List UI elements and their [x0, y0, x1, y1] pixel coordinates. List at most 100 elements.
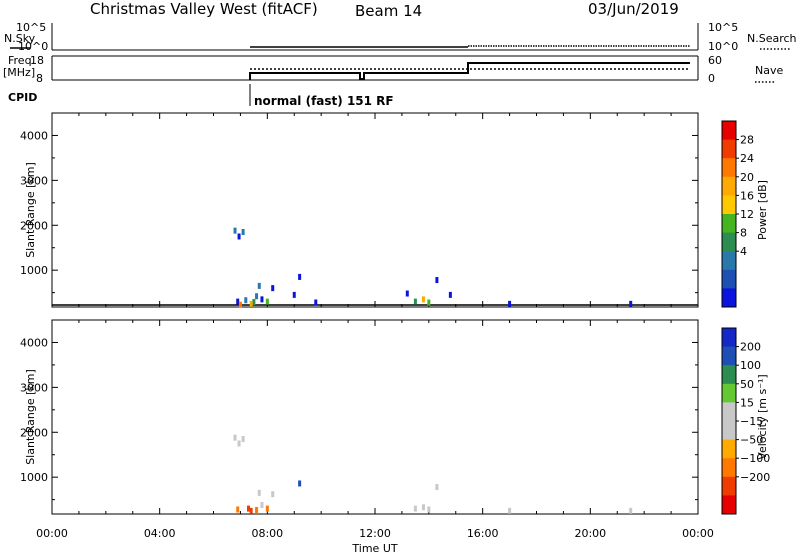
vel-colorbar-tick-label: 100: [740, 359, 761, 372]
velocity-ylabel: Slant Range [km]: [24, 369, 37, 465]
x-axis-labels: 00:00 04:00 08:00 12:00 16:00 20:00 00:00: [36, 527, 714, 540]
velocity-plot-frame: [51, 319, 699, 515]
power-data-point: [292, 291, 296, 298]
vel-data-point: [236, 506, 240, 513]
freq-trace: [249, 62, 690, 80]
nsearch-tick-top: 10^5: [708, 21, 738, 34]
vel-data-point: [241, 436, 245, 443]
power-ylabel: Slant Range [km]: [24, 162, 37, 258]
x-axis-title: Time UT: [351, 542, 397, 554]
vel-data-point: [233, 434, 237, 441]
nsky-tick-top: 10^5: [16, 21, 46, 34]
vel-data-point: [257, 489, 261, 496]
x-tick-label: 08:00: [251, 527, 283, 540]
vel-data-point: [249, 507, 253, 514]
power-colorbar-tick-label: 24: [740, 152, 754, 165]
x-tick-label: 16:00: [467, 527, 499, 540]
power-panel: 4000 3000 2000 1000 Slant Range [km] 28 24 20…: [20, 112, 769, 308]
nsky-label: N.Sky: [4, 32, 36, 45]
vel-colorbar-swatch: [722, 383, 736, 403]
power-data-point: [260, 296, 264, 303]
vel-ytick-label: 3000: [20, 381, 48, 394]
power-data-point: [236, 298, 240, 305]
vel-colorbar-swatch: [722, 476, 736, 496]
power-data-point: [252, 299, 256, 306]
vel-colorbar-tick-label: 50: [740, 378, 754, 391]
date-label: 03/Jun/2019: [588, 0, 679, 18]
vel-data-point: [265, 505, 269, 512]
power-ytick-label: 3000: [20, 174, 48, 187]
power-data-point: [421, 296, 425, 303]
power-colorbar-label: Power [dB]: [756, 180, 769, 240]
vel-data-point: [255, 506, 259, 513]
station-title: Christmas Valley West (fitACF): [90, 0, 318, 18]
power-colorbar-swatch: [722, 158, 736, 178]
freq-tick-bottom: 8: [36, 72, 43, 85]
x-tick-label: 00:00: [36, 527, 68, 540]
vel-colorbar-swatch: [722, 458, 736, 478]
power-colorbar-tick-label: 4: [740, 245, 747, 258]
power-colorbar-tick-label: 12: [740, 208, 754, 221]
power-x-ticks: [51, 113, 699, 307]
power-colorbar: 28 24 20 16 12 8 4: [721, 120, 754, 308]
nsearch-tick-bottom: 10^0: [708, 40, 738, 53]
power-data-point: [237, 233, 241, 240]
cpid-row: CPID normal (fast) 151 RF: [8, 84, 394, 108]
power-data-point: [271, 285, 275, 292]
vel-ytick-label: 2000: [20, 426, 48, 439]
x-tick-label: 04:00: [144, 527, 176, 540]
vel-data-point: [237, 440, 241, 447]
power-colorbar-tick-label: 8: [740, 227, 747, 240]
freq-label: Freq.: [8, 54, 35, 67]
velocity-points: [233, 434, 633, 514]
power-colorbar-swatch: [722, 269, 736, 289]
vel-data-point: [271, 491, 275, 498]
power-data-point: [298, 273, 302, 280]
power-data-point: [629, 300, 633, 307]
power-data-point: [405, 290, 409, 297]
power-data-point: [448, 291, 452, 298]
vel-colorbar-tick-label: −50: [740, 434, 763, 447]
nave-label: Nave: [755, 64, 783, 77]
vel-colorbar-swatch: [722, 346, 736, 366]
velocity-colorbar-label: Velocity [m s⁻¹]: [756, 374, 769, 459]
vel-colorbar-swatch: [722, 365, 736, 385]
vel-colorbar-tick-label: 15: [740, 396, 754, 409]
power-plot-frame: [51, 112, 699, 308]
power-colorbar-swatch: [722, 251, 736, 271]
velocity-y-ticks: 4000 3000 2000 1000: [20, 319, 698, 501]
nsearch-label: N.Search: [747, 32, 797, 45]
power-data-point: [255, 293, 259, 300]
freq-tick-top: 18: [30, 54, 44, 67]
vel-colorbar-tick-label: −100: [740, 452, 770, 465]
power-data-point: [244, 297, 248, 304]
nave-tick-bottom: 0: [708, 72, 715, 85]
vel-data-point: [246, 505, 250, 512]
power-data-point: [249, 300, 253, 307]
vel-ytick-label: 1000: [20, 471, 48, 484]
x-tick-label: 12:00: [359, 527, 391, 540]
power-data-point: [241, 229, 245, 236]
power-colorbar-swatch: [722, 195, 736, 215]
power-points: [233, 227, 633, 308]
power-data-point: [257, 282, 261, 289]
beam-label: Beam 14: [355, 2, 422, 20]
velocity-x-ticks: [51, 320, 699, 514]
vel-colorbar-tick-label: −200: [740, 471, 770, 484]
cpid-text: normal (fast) 151 RF: [254, 94, 394, 108]
velocity-colorbar: 200 100 50 15 −15 −50 −100 −200: [721, 327, 770, 515]
vel-colorbar-tick-label: 200: [740, 341, 761, 354]
x-tick-label: 20:00: [574, 527, 606, 540]
power-data-point: [314, 299, 318, 306]
power-colorbar-swatch: [722, 121, 736, 141]
vel-data-point: [508, 507, 512, 514]
power-colorbar-tick-label: 20: [740, 171, 754, 184]
power-data-point: [435, 277, 439, 284]
vel-colorbar-swatch: [722, 402, 736, 422]
power-ytick-label: 2000: [20, 219, 48, 232]
power-y-ticks: 4000 3000 2000 1000: [20, 112, 698, 294]
power-ytick-label: 1000: [20, 264, 48, 277]
nave-tick-top: 60: [708, 54, 722, 67]
power-colorbar-swatch: [722, 139, 736, 159]
vel-data-point: [435, 484, 439, 491]
